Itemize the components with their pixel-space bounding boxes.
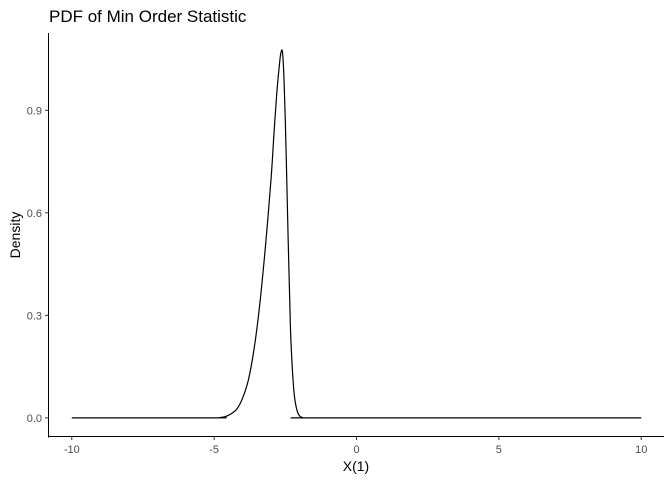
x-tick-label: 10: [635, 444, 647, 456]
plot-area: [71, 49, 642, 419]
chart-title: PDF of Min Order Statistic: [49, 7, 247, 26]
x-tick-label: 5: [496, 444, 502, 456]
y-tick-label: 0.3: [27, 310, 42, 322]
x-tick-label: 0: [353, 444, 359, 456]
y-axis-ticks: 0.0 0.3 0.6 0.9: [27, 105, 49, 425]
y-tick-label: 0.6: [27, 208, 42, 220]
x-tick-label: -10: [64, 444, 80, 456]
density-series-line: [71, 49, 642, 419]
y-axis-title: Density: [7, 212, 23, 259]
y-tick-label: 0.0: [27, 413, 42, 425]
x-tick-label: -5: [209, 444, 219, 456]
x-axis-ticks: -10 -5 0 5 10: [64, 436, 647, 456]
x-axis-title: X(1): [343, 458, 369, 474]
y-tick-label: 0.9: [27, 105, 42, 117]
